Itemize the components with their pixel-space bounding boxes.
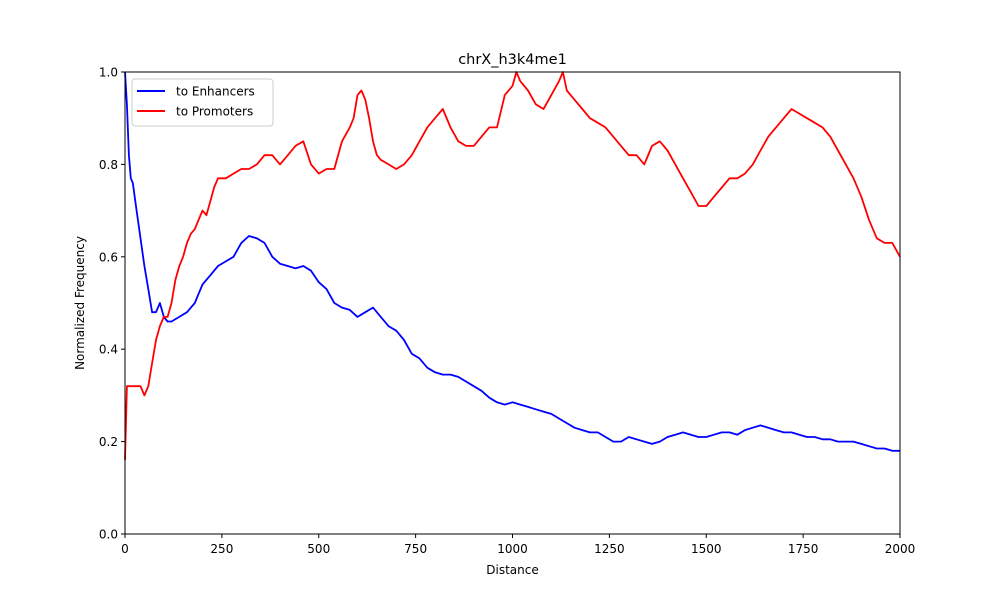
x-axis-ticks: 0 250 500 750 1000 1250 1500 1750 2000: [121, 534, 915, 556]
chart-title: chrX_h3k4me1: [458, 52, 567, 68]
series-line-0: [124, 71, 900, 452]
y-tick-label: 0.6: [99, 250, 118, 264]
y-tick-label: 0.8: [99, 158, 118, 172]
x-tick-label: 1250: [594, 542, 625, 556]
y-tick-label: 0.0: [99, 528, 118, 542]
series-line-1: [124, 71, 901, 461]
y-axis-ticks: 0.0 0.2 0.4 0.6 0.8 1.0: [99, 66, 125, 542]
x-tick-label: 0: [121, 542, 129, 556]
x-tick-label: 750: [404, 542, 427, 556]
legend-label-enhancers: to Enhancers: [176, 85, 255, 99]
legend: to Enhancers to Promoters: [131, 78, 274, 127]
x-tick-label: 250: [210, 542, 233, 556]
y-axis-label: Normalized Frequency: [73, 236, 87, 370]
y-tick-label: 1.0: [99, 66, 118, 80]
y-tick-label: 0.2: [99, 435, 118, 449]
x-tick-label: 2000: [885, 542, 916, 556]
y-tick-label: 0.4: [99, 343, 118, 357]
x-tick-label: 1750: [788, 542, 819, 556]
series-layer: [124, 71, 901, 461]
x-tick-label: 500: [307, 542, 330, 556]
x-axis-label: Distance: [486, 563, 538, 577]
x-tick-label: 1500: [691, 542, 722, 556]
legend-box: [131, 78, 274, 127]
x-tick-label: 1000: [497, 542, 528, 556]
legend-label-promoters: to Promoters: [176, 105, 253, 119]
